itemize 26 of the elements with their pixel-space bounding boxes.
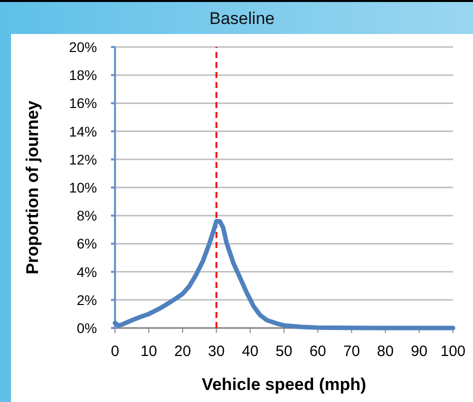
y-tick-label: 4%	[76, 264, 97, 280]
y-tick-label: 6%	[76, 236, 97, 252]
y-tick-label: 18%	[68, 67, 97, 84]
x-tick-label: 70	[343, 343, 360, 360]
y-tick-label: 8%	[76, 208, 97, 224]
y-tick-label: 0%	[76, 320, 97, 336]
x-tick-label: 20	[174, 343, 191, 360]
x-axis-title: Vehicle speed (mph)	[202, 375, 366, 394]
x-tick-label: 0	[110, 343, 120, 360]
x-tick-label: 60	[309, 343, 326, 360]
x-tick-label: 50	[276, 343, 292, 360]
x-tick-label: 30	[208, 343, 225, 360]
y-tick-label: 2%	[76, 292, 97, 308]
line-series	[112, 218, 456, 330]
x-tick-label: 10	[140, 343, 158, 360]
y-axis-title: Proportion of journey	[23, 100, 42, 274]
y-tick-label: 14%	[68, 123, 97, 140]
y-tick-label: 20%	[68, 39, 97, 55]
chart-title: Baseline	[209, 9, 275, 28]
x-tick-label: 90	[410, 343, 428, 360]
x-tick-label: 40	[242, 343, 259, 360]
x-tick-label: 80	[377, 343, 394, 360]
y-tick-label: 16%	[68, 95, 97, 112]
y-tick-label: 12%	[68, 151, 97, 168]
y-tick-label: 10%	[68, 180, 97, 196]
x-tick-label: 100	[440, 343, 466, 360]
